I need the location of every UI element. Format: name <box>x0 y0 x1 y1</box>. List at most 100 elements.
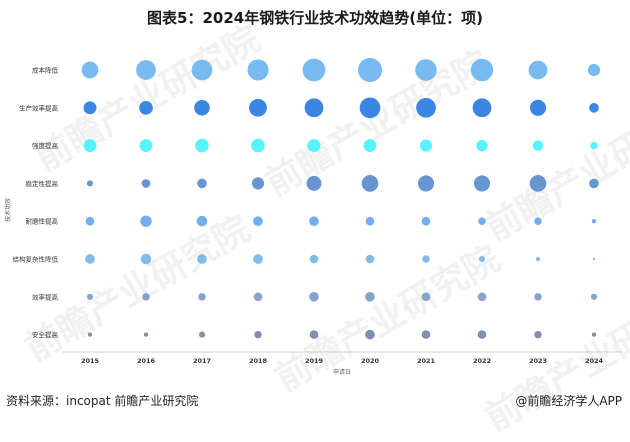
bubble[interactable] <box>139 139 153 153</box>
bubble[interactable] <box>590 293 598 300</box>
bubble[interactable] <box>592 257 596 261</box>
bubble[interactable] <box>470 58 494 82</box>
bubble[interactable] <box>83 101 97 115</box>
y-category-label: 稳定性提高 <box>26 179 59 188</box>
bubble[interactable] <box>473 175 491 192</box>
chart-title: 图表5：2024年钢铁行业技术功效趋势(单位：项) <box>147 9 483 27</box>
bubble[interactable] <box>86 180 94 187</box>
x-tick-label: 2017 <box>193 357 211 365</box>
bubble[interactable] <box>136 60 156 80</box>
bubble[interactable] <box>87 332 93 337</box>
bubble[interactable] <box>361 175 379 192</box>
bubble[interactable] <box>309 254 319 264</box>
bubble[interactable] <box>254 330 262 339</box>
bubble[interactable] <box>529 99 547 116</box>
source-note: 资料来源：incopat 前瞻产业研究院 <box>6 394 199 408</box>
bubble[interactable] <box>247 59 269 81</box>
bubble[interactable] <box>253 292 263 302</box>
bubble[interactable] <box>591 219 597 224</box>
bubble[interactable] <box>302 58 326 82</box>
bubble[interactable] <box>478 217 486 225</box>
bubble[interactable] <box>251 177 265 190</box>
y-category-label: 效率提高 <box>32 292 59 301</box>
x-tick-label: 2024 <box>585 357 604 365</box>
bubble[interactable] <box>528 60 548 80</box>
bubble[interactable] <box>421 330 431 339</box>
bubble[interactable] <box>139 100 153 115</box>
bubble[interactable] <box>415 59 437 81</box>
bubble[interactable] <box>587 63 601 77</box>
bubble[interactable] <box>196 215 208 227</box>
bubble[interactable] <box>422 255 430 263</box>
bubble[interactable] <box>253 254 263 264</box>
bubble[interactable] <box>140 215 152 227</box>
bubble[interactable] <box>306 175 322 191</box>
bubble[interactable] <box>253 216 263 227</box>
brand-note: @前瞻经济学人APP <box>515 394 622 408</box>
bubble[interactable] <box>529 175 547 192</box>
x-axis-title: 申请日 <box>333 368 351 376</box>
bubble[interactable] <box>421 292 431 302</box>
bubble[interactable] <box>195 138 209 153</box>
bubble[interactable] <box>419 139 433 152</box>
bubble[interactable] <box>140 253 152 265</box>
bubble[interactable] <box>416 97 436 118</box>
bubble[interactable] <box>198 331 206 338</box>
bubble[interactable] <box>363 139 377 153</box>
bubble[interactable] <box>307 139 321 153</box>
bubble[interactable] <box>194 100 210 116</box>
bubble[interactable] <box>85 216 95 226</box>
y-category-label: 强度提高 <box>32 141 59 150</box>
bubble[interactable] <box>534 330 542 339</box>
x-tick-label: 2018 <box>249 357 268 365</box>
bubble[interactable] <box>86 293 94 300</box>
y-category-label: 结构复杂性降低 <box>13 255 59 264</box>
bubble[interactable] <box>81 61 99 79</box>
bubble[interactable] <box>417 175 435 192</box>
y-category-label: 耐磨性提高 <box>26 217 59 226</box>
bubble[interactable] <box>535 256 541 262</box>
bubble[interactable] <box>421 216 431 226</box>
bubble[interactable] <box>83 139 97 153</box>
bubble[interactable] <box>472 98 492 118</box>
bubble[interactable] <box>476 139 488 152</box>
bubble[interactable] <box>365 216 375 226</box>
bubble[interactable] <box>143 332 149 337</box>
bubble[interactable] <box>197 178 207 189</box>
x-tick-label: 2022 <box>473 357 491 365</box>
bubble[interactable] <box>365 254 375 264</box>
bubble[interactable] <box>478 255 486 263</box>
y-category-label: 生产效率提高 <box>19 103 59 112</box>
bubble[interactable] <box>534 293 542 301</box>
x-tick-label: 2021 <box>417 357 436 365</box>
bubble[interactable] <box>304 98 324 118</box>
bubble[interactable] <box>309 216 319 227</box>
bubble[interactable] <box>589 102 599 113</box>
bubble[interactable] <box>249 98 267 117</box>
bubble[interactable] <box>198 293 206 301</box>
bubble[interactable] <box>477 292 487 302</box>
y-category-label: 安全提高 <box>32 330 59 339</box>
bubble[interactable] <box>85 254 95 264</box>
bubble[interactable] <box>309 330 319 339</box>
bubble[interactable] <box>359 97 381 119</box>
bubble[interactable] <box>591 332 597 337</box>
bubble[interactable] <box>534 217 542 225</box>
bubble[interactable] <box>358 58 382 82</box>
x-tick-label: 2023 <box>529 357 547 365</box>
y-category-label: 成本降低 <box>32 66 59 75</box>
bubble[interactable] <box>590 141 598 150</box>
x-tick-label: 2016 <box>137 357 156 365</box>
bubble[interactable] <box>309 291 319 302</box>
bubble[interactable] <box>197 254 207 264</box>
bubble[interactable] <box>589 178 599 189</box>
bubble[interactable] <box>191 59 213 81</box>
bubble[interactable] <box>532 140 544 151</box>
bubble[interactable] <box>477 330 487 339</box>
bubble[interactable] <box>365 291 375 302</box>
bubble[interactable] <box>141 179 151 188</box>
bubble[interactable] <box>365 329 375 340</box>
bubble[interactable] <box>251 138 265 153</box>
bubble[interactable] <box>142 293 150 301</box>
